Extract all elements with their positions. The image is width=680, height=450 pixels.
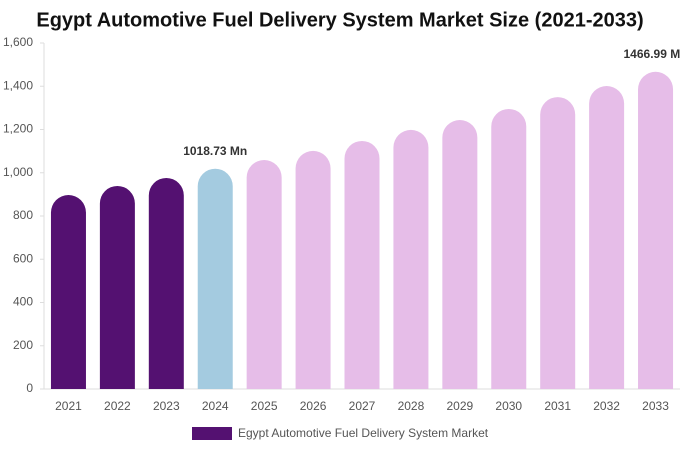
- x-tick-label: 2031: [544, 399, 571, 413]
- x-tick-label: 2027: [349, 399, 376, 413]
- bar: [99, 185, 135, 389]
- x-tick-label: 2033: [642, 399, 669, 413]
- x-tick-label: 2029: [446, 399, 473, 413]
- y-tick-label: 0: [26, 381, 33, 395]
- y-tick-label: 1,600: [3, 35, 33, 49]
- chart-title: Egypt Automotive Fuel Delivery System Ma…: [36, 9, 643, 31]
- bar: [246, 159, 282, 389]
- legend-label: Egypt Automotive Fuel Delivery System Ma…: [238, 426, 489, 440]
- y-tick-label: 200: [13, 338, 33, 352]
- bar: [491, 108, 527, 389]
- value-label: 1018.73 Mn: [183, 144, 247, 158]
- y-tick-label: 1,000: [3, 165, 33, 179]
- bar: [148, 177, 184, 389]
- legend-swatch: [192, 427, 232, 440]
- bar: [344, 140, 380, 389]
- y-tick-label: 1,200: [3, 122, 33, 136]
- bar: [540, 97, 576, 389]
- x-tick-label: 2032: [593, 399, 620, 413]
- bar: [442, 119, 478, 390]
- y-tick-label: 1,400: [3, 78, 33, 92]
- bar: [638, 71, 674, 389]
- bar: [295, 150, 331, 389]
- x-tick-label: 2025: [251, 399, 278, 413]
- x-tick-label: 2026: [300, 399, 327, 413]
- bar: [589, 86, 625, 389]
- x-tick-label: 2023: [153, 399, 180, 413]
- bar: [50, 195, 86, 389]
- y-tick-label: 600: [13, 251, 33, 265]
- y-tick-label: 800: [13, 208, 33, 222]
- bar: [197, 168, 233, 389]
- x-tick-label: 2030: [495, 399, 522, 413]
- x-tick-label: 2024: [202, 399, 229, 413]
- x-tick-label: 2028: [398, 399, 425, 413]
- bar: [393, 129, 429, 389]
- x-tick-label: 2022: [104, 399, 131, 413]
- y-tick-label: 400: [13, 295, 33, 309]
- value-label: 1466.99 Mn: [624, 47, 680, 61]
- x-tick-label: 2021: [55, 399, 82, 413]
